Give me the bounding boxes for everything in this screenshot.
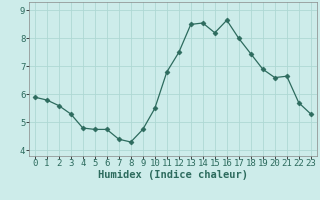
X-axis label: Humidex (Indice chaleur): Humidex (Indice chaleur) xyxy=(98,170,248,180)
